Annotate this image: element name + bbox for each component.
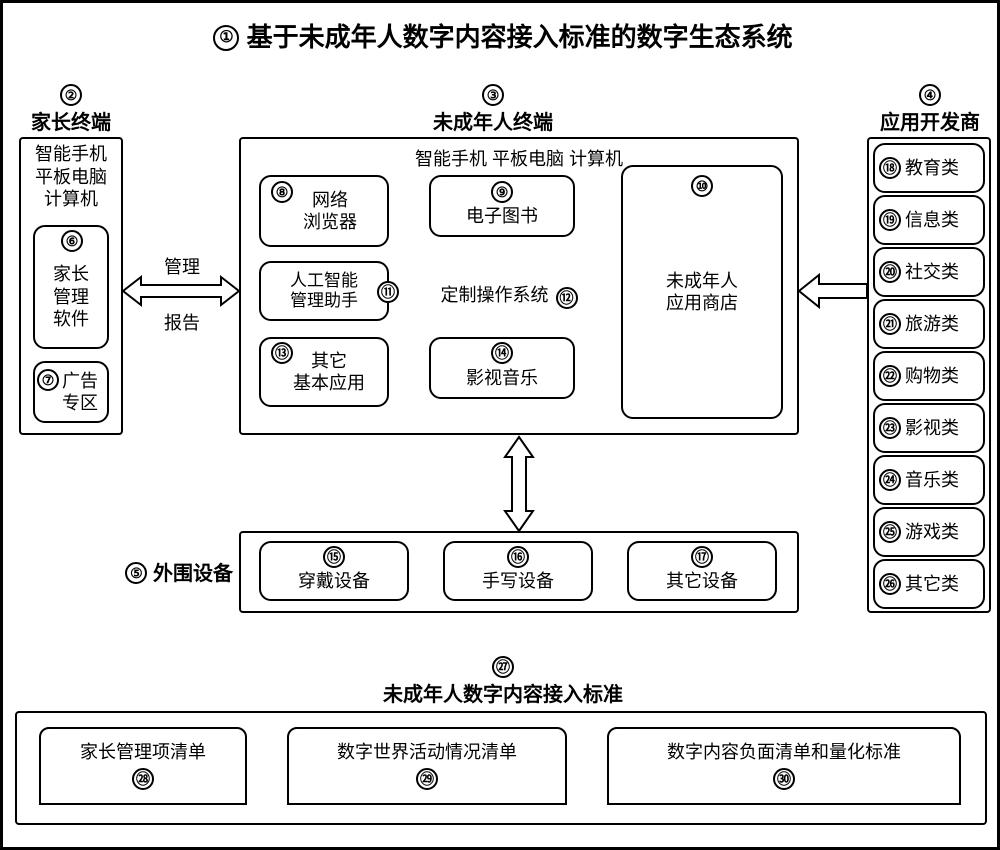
node-28: 家长管理项清单 ㉘ <box>39 727 247 805</box>
node-8: ⑧ 网络 浏览器 <box>259 175 389 247</box>
node-12: 定制操作系统 ⑫ <box>409 281 609 309</box>
node-15: ⑮ 穿戴设备 <box>259 541 409 601</box>
dev-label: 音乐类 <box>905 469 959 492</box>
dev-num: ㉑ <box>879 313 901 335</box>
dev-label: 社交类 <box>905 261 959 284</box>
header-dev: ④ 应用开发商 <box>865 83 995 135</box>
num-6: ⑥ <box>61 230 83 252</box>
num-13: ⑬ <box>271 342 293 364</box>
num-4: ④ <box>919 84 941 106</box>
dev-num: ㉔ <box>879 469 901 491</box>
num-27: ㉗ <box>492 656 514 678</box>
diagram-title: ① 基于未成年人数字内容接入标准的数字生态系统 <box>3 17 1000 54</box>
dev-num: ⑳ <box>879 261 901 283</box>
title-text: 基于未成年人数字内容接入标准的数字生态系统 <box>247 22 793 52</box>
header-parent-text: 家长终端 <box>11 106 131 135</box>
parent-devices: 智能手机 平板电脑 计算机 <box>21 139 121 211</box>
num-17: ⑰ <box>691 546 713 568</box>
node-16: ⑯ 手写设备 <box>443 541 593 601</box>
dev-label: 信息类 <box>905 209 959 232</box>
num-8: ⑧ <box>271 181 293 203</box>
dev-item: ⑱教育类 <box>873 143 985 193</box>
dev-item: ⑲信息类 <box>873 195 985 245</box>
dev-label: 其它类 <box>905 573 959 596</box>
num-11: ⑪ <box>377 281 399 303</box>
title-num: ① <box>213 25 239 51</box>
dev-label: 购物类 <box>905 365 959 388</box>
dev-label: 旅游类 <box>905 313 959 336</box>
dev-num: ㉕ <box>879 521 901 543</box>
num-5: ⑤ <box>125 562 147 584</box>
node-13: ⑬ 其它 基本应用 <box>259 337 389 407</box>
arrow-minor-periph <box>499 437 539 531</box>
dev-num: ㉖ <box>879 573 901 595</box>
node-29: 数字世界活动情况清单 ㉙ <box>287 727 567 805</box>
num-9: ⑨ <box>491 181 513 203</box>
num-16: ⑯ <box>507 546 529 568</box>
arrow-label-manage: 管理 <box>155 253 209 279</box>
diagram-canvas: ① 基于未成年人数字内容接入标准的数字生态系统 ② 家长终端 ③ 未成年人终端 … <box>0 0 1000 850</box>
dev-num: ⑱ <box>879 157 901 179</box>
node-9: ⑨ 电子图书 <box>429 175 575 237</box>
num-3: ③ <box>482 84 504 106</box>
dev-num: ㉒ <box>879 365 901 387</box>
num-2: ② <box>60 84 82 106</box>
num-28: ㉘ <box>132 768 154 790</box>
node-30: 数字内容负面清单和量化标准 ㉚ <box>607 727 961 805</box>
dev-num: ⑲ <box>879 209 901 231</box>
node-10: ⑩ 未成年人 应用商店 <box>621 165 783 419</box>
dev-label: 教育类 <box>905 157 959 180</box>
num-10: ⑩ <box>691 175 713 197</box>
num-29: ㉙ <box>416 768 438 790</box>
num-7: ⑦ <box>37 369 59 391</box>
dev-item: ⑳社交类 <box>873 247 985 297</box>
num-14: ⑭ <box>491 342 513 364</box>
num-15: ⑮ <box>323 546 345 568</box>
node-7: ⑦ 广告 专区 <box>33 361 109 423</box>
node-14: ⑭ 影视音乐 <box>429 337 575 399</box>
dev-label: 游戏类 <box>905 521 959 544</box>
num-12: ⑫ <box>556 287 578 309</box>
dev-num: ㉓ <box>879 417 901 439</box>
node-17: ⑰ 其它设备 <box>627 541 777 601</box>
header-standard: ㉗ 未成年人数字内容接入标准 <box>303 655 703 707</box>
dev-label: 影视类 <box>905 417 959 440</box>
arrow-label-report: 报告 <box>155 309 209 335</box>
header-dev-text: 应用开发商 <box>865 106 995 135</box>
header-minor: ③ 未成年人终端 <box>363 83 623 135</box>
dev-item: ㉖其它类 <box>873 559 985 609</box>
dev-item: ㉕游戏类 <box>873 507 985 557</box>
node-11: 人工智能 管理助手 ⑪ <box>259 261 389 321</box>
dev-item: ㉑旅游类 <box>873 299 985 349</box>
node-6: ⑥ 家长 管理 软件 <box>33 225 109 349</box>
dev-item: ㉔音乐类 <box>873 455 985 505</box>
dev-item: ㉒购物类 <box>873 351 985 401</box>
header-minor-text: 未成年人终端 <box>363 106 623 135</box>
arrow-dev-store <box>799 273 867 309</box>
header-periph: ⑤ 外围设备 <box>83 557 233 586</box>
dev-item: ㉓影视类 <box>873 403 985 453</box>
header-parent: ② 家长终端 <box>11 83 131 135</box>
num-30: ㉚ <box>773 768 795 790</box>
